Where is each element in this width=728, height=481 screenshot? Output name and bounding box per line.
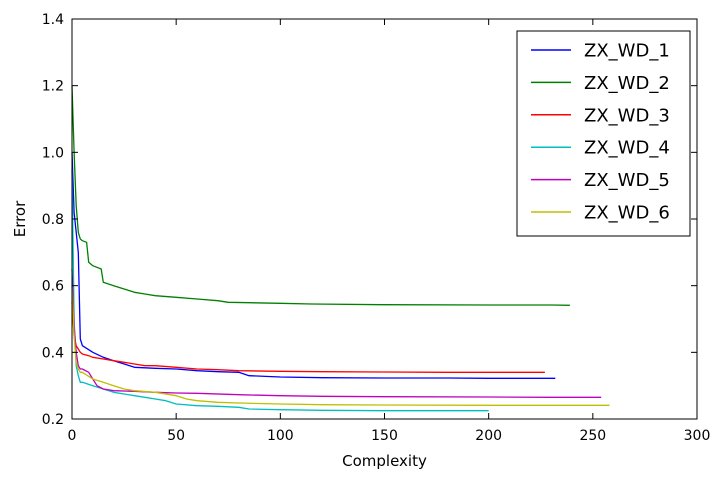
series-line-zx-wd-4 [71,168,489,412]
y-tick-label: 1.0 [42,145,64,161]
y-tick-label: 1.4 [42,12,64,28]
y-tick-label: 0.2 [42,412,64,428]
series-line-zx-wd-1 [71,152,556,379]
legend-label: ZX_WD_1 [584,41,670,62]
y-axis-ticks: 0.2 0.4 0.6 0.8 1.0 1.2 1.4 [42,12,697,428]
x-tick-label: 50 [167,428,185,444]
legend-label: ZX_WD_5 [584,170,670,191]
legend-label: ZX_WD_2 [584,73,670,94]
x-tick-label: 150 [371,428,398,444]
series-line-zx-wd-3 [71,302,545,373]
series-line-zx-wd-5 [71,268,602,398]
legend-label: ZX_WD_3 [584,105,670,126]
x-tick-label: 0 [68,428,77,444]
series-layer [71,85,610,412]
x-tick-label: 100 [267,428,294,444]
y-tick-label: 0.6 [42,279,64,295]
y-tick-label: 0.8 [42,212,64,228]
legend-label: ZX_WD_6 [584,203,670,224]
x-axis-ticks: 0 50 100 150 200 250 300 [68,19,711,444]
y-axis-label: Error [11,200,29,237]
series-line-zx-wd-2 [71,85,570,306]
y-tick-label: 1.2 [42,79,64,95]
legend: ZX_WD_1 ZX_WD_2 ZX_WD_3 ZX_WD_4 ZX_WD_5 ZX_WD… [516,30,691,237]
x-tick-label: 250 [579,428,606,444]
legend-label: ZX_WD_4 [584,138,670,159]
legend-frame [516,30,691,237]
series-line-zx-wd-6 [71,285,610,406]
x-tick-label: 300 [684,428,711,444]
x-axis-label: Complexity [342,452,427,470]
x-tick-label: 200 [475,428,502,444]
y-tick-label: 0.4 [42,345,64,361]
